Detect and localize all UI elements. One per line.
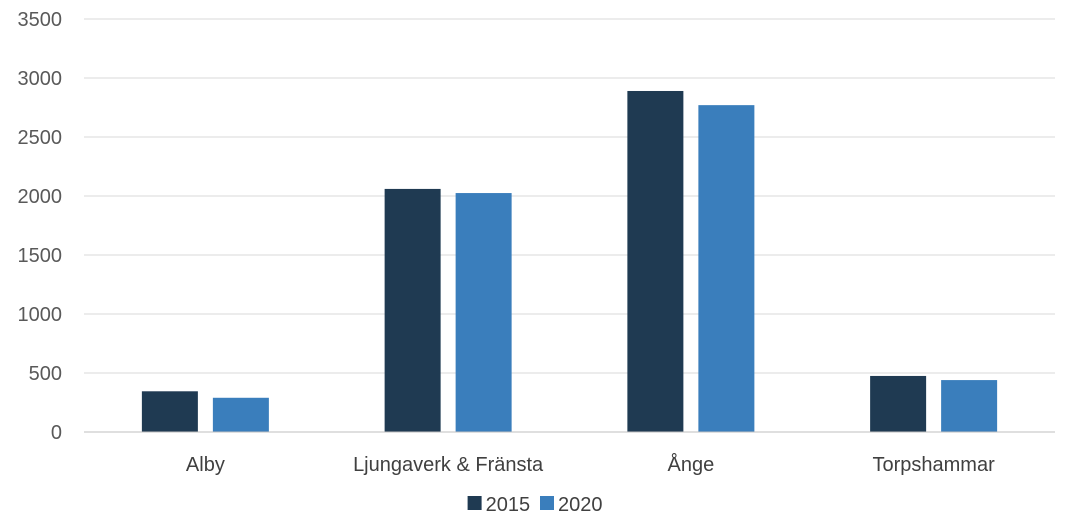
bars [141,90,998,432]
y-tick-label: 500 [29,363,62,385]
y-tick-label: 2000 [18,186,63,208]
y-tick-label: 3500 [18,9,63,31]
legend-label: 2015 [486,494,530,516]
bar-2020-1 [455,193,512,432]
x-category-label: Ljungaverk & Fränsta [353,454,544,476]
x-axis-category-labels: Alby Ljungaverk & Fränsta Ånge Torpshammar [186,453,995,476]
bar-2015-0 [141,391,198,432]
bar-2015-1 [384,188,441,432]
legend: 2015 2020 [467,494,603,516]
bar-2020-2 [698,105,755,432]
x-category-label: Alby [186,454,225,476]
gridlines [84,18,1055,374]
legend-swatch-2015 [467,496,482,510]
y-tick-label: 2500 [18,127,63,149]
bar-2020-0 [212,397,269,432]
y-tick-label: 0 [51,422,62,444]
bar-2020-3 [941,380,998,432]
bar-2015-2 [627,90,684,432]
x-category-label: Ånge [668,453,715,476]
legend-label: 2020 [558,494,603,516]
y-tick-label: 1000 [18,304,63,326]
y-tick-label: 1500 [18,245,63,267]
y-axis-tick-labels: 0 500 1000 1500 2000 2500 3000 3500 [18,9,63,444]
y-tick-label: 3000 [18,68,63,90]
x-category-label: Torpshammar [872,454,995,476]
legend-swatch-2020 [540,496,554,510]
bar-2015-3 [870,375,927,432]
